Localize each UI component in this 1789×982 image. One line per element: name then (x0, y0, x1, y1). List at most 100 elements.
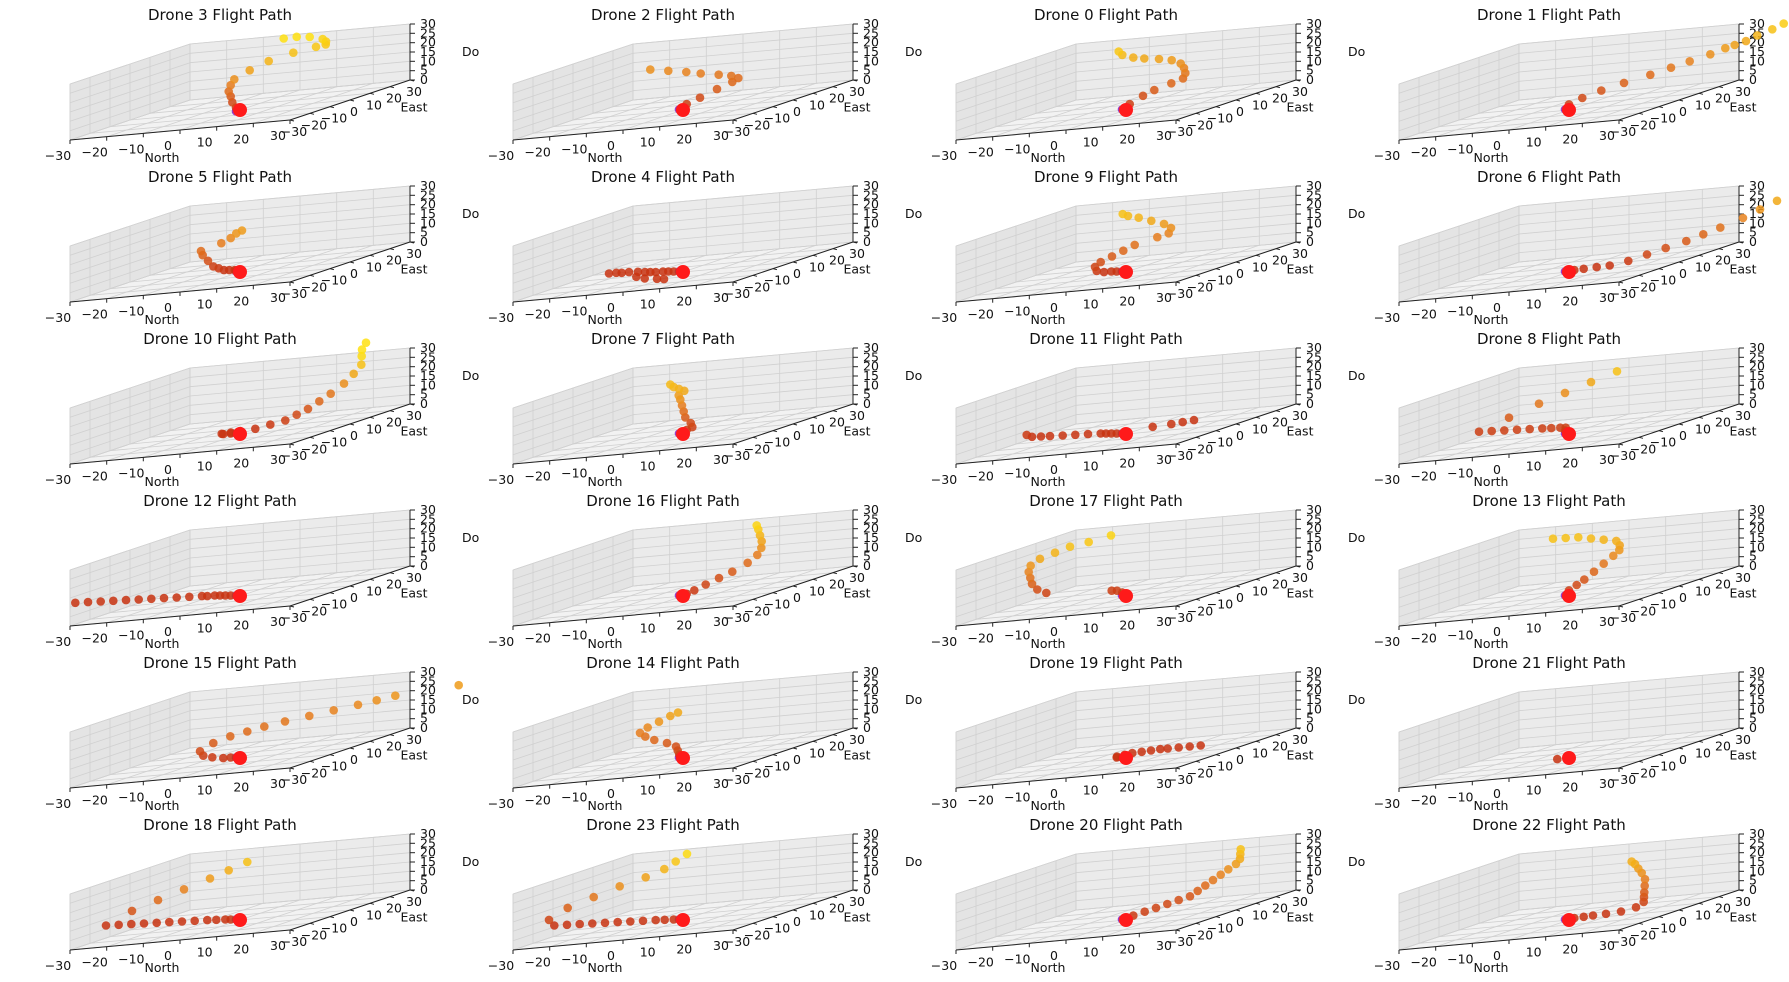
gridline (955, 872, 1077, 914)
east-tick-label: 0 (1236, 590, 1244, 605)
altitude-tick-label: 30 (420, 16, 436, 31)
flight-path-point (1685, 57, 1694, 66)
gridline (189, 70, 411, 92)
flight-path-point (1033, 585, 1042, 594)
flight-path-point (266, 420, 275, 429)
gridline (632, 556, 854, 578)
altitude-tick-label: 10 (1749, 863, 1765, 878)
gridline (189, 870, 411, 892)
north-tick-label: −20 (1411, 631, 1437, 646)
north-tick-label: 30 (713, 128, 729, 143)
north-tick-label: 30 (270, 776, 286, 791)
subplot-panel: −30 −20 −10 0 10 20 30 North −30 −20 −10 0 10 20 30 Eas… (443, 648, 922, 813)
gridline (189, 60, 411, 82)
flight-path-point (635, 728, 645, 738)
north-tick-label: 20 (676, 455, 692, 470)
east-axis-label: East (844, 261, 871, 276)
flight-path-point (210, 591, 219, 600)
east-tick (1235, 261, 1241, 264)
flight-path-point (209, 262, 218, 271)
east-tick (1658, 106, 1664, 109)
altitude-tick-label: 0 (1306, 396, 1314, 411)
east-tick (389, 86, 395, 89)
north-tick-label: 30 (1156, 938, 1172, 953)
north-tick-label: 20 (1119, 941, 1135, 956)
east-tick (1618, 929, 1624, 932)
gridline (1035, 92, 1257, 114)
altitude-tick-label: 25 (1306, 511, 1322, 526)
subplot-panel: −30 −20 −10 0 10 20 30 North −30 −20 −10 0 10 20 30 Eas… (443, 810, 922, 975)
gridline (512, 43, 634, 85)
gridline (1518, 222, 1740, 244)
north-tick-label: 20 (1119, 779, 1135, 794)
east-tick-label: 30 (1292, 408, 1308, 423)
gridline (512, 423, 634, 465)
flight-path-point (1609, 551, 1618, 561)
flight-path-point (686, 418, 695, 428)
gridline (89, 436, 311, 458)
east-tick (772, 430, 778, 433)
gridline (169, 572, 391, 594)
gridline (1518, 680, 1740, 702)
gridline (149, 416, 371, 438)
east-tick-label: −10 (321, 273, 347, 288)
gridline (69, 710, 191, 752)
east-tick-label: 0 (350, 752, 358, 767)
gridline (1075, 79, 1297, 101)
gridline (1498, 734, 1720, 756)
flight-path-point (1065, 542, 1075, 551)
east-tick (812, 902, 818, 905)
gridline (512, 710, 634, 752)
east-tick (772, 754, 778, 757)
flight-path-point (1071, 430, 1080, 440)
gridline (1438, 916, 1660, 938)
gridline (955, 252, 1077, 294)
flight-path-point (1586, 377, 1596, 387)
east-tick-label: −20 (744, 603, 770, 618)
east-tick (732, 605, 738, 608)
gridline (1518, 42, 1740, 64)
gridline (1418, 436, 1640, 458)
east-tick-label: 30 (849, 246, 865, 261)
east-tick (309, 922, 315, 925)
gridline (1075, 384, 1297, 406)
altitude-tick-label: 10 (1306, 215, 1322, 230)
flight-path-point (1601, 909, 1611, 919)
flight-path-point (1589, 567, 1599, 576)
target-marker (676, 103, 690, 117)
altitude-tick-label: 5 (1306, 549, 1314, 564)
north-tick-label: −10 (1447, 627, 1473, 642)
gridline (69, 700, 191, 742)
gridline (109, 106, 331, 128)
altitude-axis-label: Do (905, 692, 922, 707)
east-tick-label: −30 (1610, 286, 1636, 301)
north-tick-label: −30 (931, 472, 957, 487)
altitude-tick-label: 30 (1306, 178, 1322, 193)
east-axis-label: East (1287, 747, 1314, 762)
east-tick-label: 0 (793, 590, 801, 605)
north-tick-label: 10 (197, 297, 213, 312)
east-tick (732, 281, 738, 284)
north-tick-label: −10 (1447, 789, 1473, 804)
altitude-tick-label: 15 (1306, 530, 1322, 545)
east-tick (832, 86, 838, 89)
gridline (189, 51, 411, 73)
east-tick-label: −30 (724, 934, 750, 949)
flight-path-point (669, 915, 678, 924)
gridline (69, 205, 191, 247)
gridline (189, 537, 411, 559)
altitude-tick-label: 5 (420, 549, 428, 564)
gridline (632, 194, 854, 216)
north-tick-label: 20 (676, 941, 692, 956)
east-tick-label: −20 (744, 117, 770, 132)
gridline (975, 274, 1197, 296)
north-tick-label: −30 (1374, 634, 1400, 649)
east-tick-label: −20 (301, 441, 327, 456)
gridline (189, 528, 411, 550)
east-tick (732, 119, 738, 122)
east-tick (1638, 112, 1644, 115)
east-tick (832, 572, 838, 575)
